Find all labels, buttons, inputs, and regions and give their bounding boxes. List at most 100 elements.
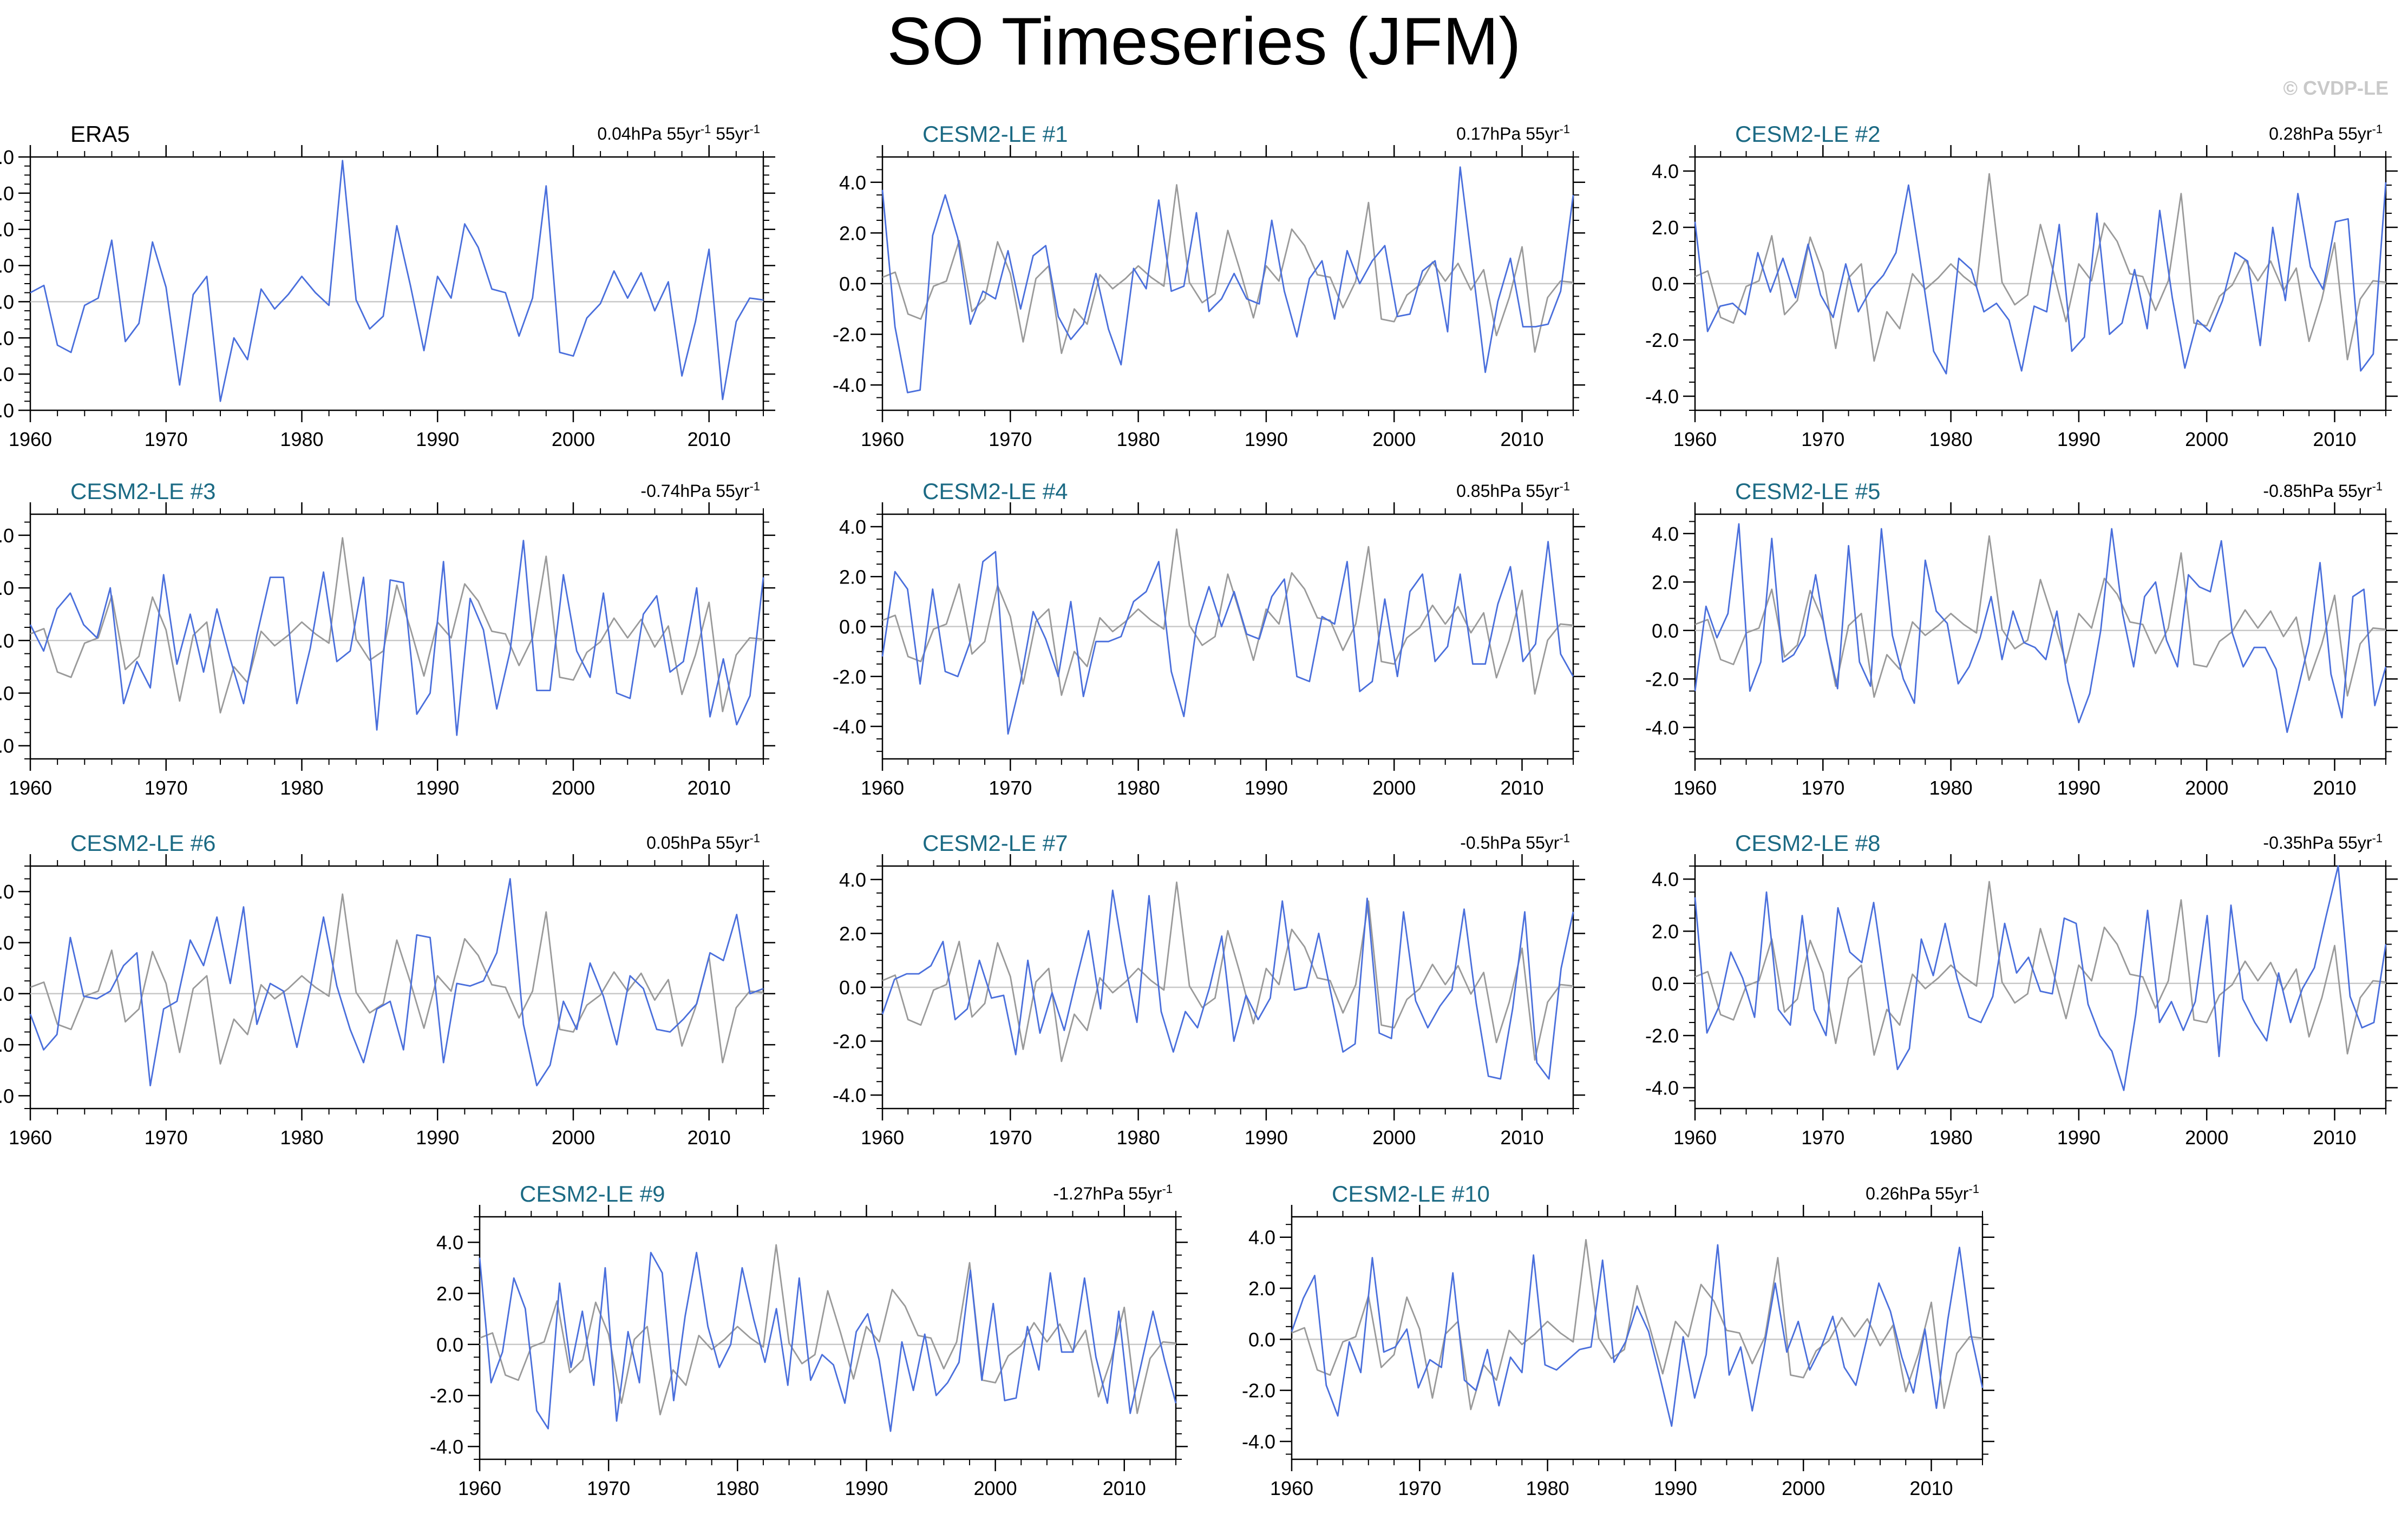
x-tick-label: 1970 [587,1477,630,1499]
x-tick-label: 1990 [416,428,459,450]
y-tick-label: 0.0 [1652,973,1679,995]
chart-panel-8: -4.0 -2.0 0.0 2.0 4.0 1960 1970 1980 1990 2000 201… [833,830,1585,1149]
x-tick-label: 1990 [416,1126,459,1149]
x-tick-label: 1970 [145,428,188,450]
y-tick-label: 0.0 [436,1334,463,1356]
y-tick-label: -2.0 [1645,668,1679,690]
series-line-era5 [30,160,764,402]
y-tick-label: 4.0 [1652,160,1679,182]
copyright-label: © CVDP-LE [2283,77,2389,99]
panel-title: CESM2-LE #2 [1735,121,1880,147]
x-tick-label: 1970 [1398,1477,1441,1499]
series-line-era5 [30,537,764,714]
series-line-era5 [30,893,764,1065]
trend-label: 0.04hPa 55yr-1 55yr-1 [597,122,760,143]
series-line-era5 [1694,881,2386,1056]
panel-title: CESM2-LE #6 [70,830,215,856]
y-tick-label: 2.0 [1652,920,1679,942]
trend-label: -0.85hPa 55yr-1 [2263,480,2383,501]
y-tick-label: 2.0 [839,922,866,945]
y-tick-label: -2.0 [0,682,14,704]
x-tick-label: 1970 [989,1126,1032,1149]
y-tick-label: 0.0 [839,273,866,295]
plot-frame [1291,1216,1984,1460]
chart-panel-6: -4.0 -2.0 0.0 2.0 4.0 1960 1970 1980 1990 2000 201… [1645,478,2398,799]
y-tick-label: -4.0 [0,1085,14,1107]
y-tick-label: -2.0 [833,666,866,688]
y-tick-label: 2.0 [839,222,866,244]
x-tick-label: 2000 [2185,1126,2228,1149]
series-line-era5 [882,881,1574,1063]
x-tick-label: 2010 [1909,1477,1953,1499]
x-tick-label: 1980 [1929,777,1973,799]
x-tick-label: 1960 [861,1126,904,1149]
y-tick-label: 4.0 [839,172,866,194]
y-tick-label: -2.0 [1645,329,1679,351]
x-tick-label: 1980 [1929,428,1973,450]
y-tick-label: -4.0 [1242,1431,1275,1453]
y-tick-label: 4.0 [0,525,14,547]
trend-label: -0.5hPa 55yr-1 [1460,831,1570,853]
x-tick-label: 1990 [1654,1477,1697,1499]
x-tick-label: 2000 [974,1477,1017,1499]
chart-panel-3: -4.0 -2.0 0.0 2.0 4.0 1960 1970 1980 1990 2000 201… [1645,121,2398,450]
trend-label: 0.26hPa 55yr-1 [1866,1182,1979,1203]
chart-panel-9: -4.0 -2.0 0.0 2.0 4.0 1960 1970 1980 1990 2000 201… [1645,830,2398,1149]
x-tick-label: 1970 [1801,777,1844,799]
series-line-era5 [1291,1238,1983,1411]
plot-frame [29,156,764,411]
y-tick-label: -4.0 [1645,717,1679,739]
series-line-member [29,540,764,736]
x-tick-label: 1990 [1245,428,1288,450]
x-tick-label: 1970 [145,1126,188,1149]
y-tick-label: -2.0 [1242,1380,1275,1402]
x-tick-label: 1980 [1117,1126,1160,1149]
y-tick-label: 0.0 [1652,620,1679,642]
x-tick-label: 2010 [688,1126,731,1149]
y-tick-label: 2.0 [0,577,14,599]
x-tick-label: 2010 [2313,1126,2356,1149]
x-tick-label: 1960 [458,1477,501,1499]
trend-label: 0.28hPa 55yr-1 [2269,122,2383,143]
x-tick-label: 1960 [1270,1477,1313,1499]
y-tick-label: 0.0 [839,616,866,638]
x-tick-label: 1980 [1929,1126,1973,1149]
y-tick-label: -3.0 [0,399,14,422]
x-tick-label: 1980 [280,1126,323,1149]
y-tick-label: 0.0 [0,630,14,652]
y-tick-label: 4.0 [0,881,14,903]
chart-panel-10: -4.0 -2.0 0.0 2.0 4.0 1960 1970 1980 1990 2000 201… [430,1181,1188,1499]
x-tick-label: 2010 [1500,777,1543,799]
y-tick-label: -2.0 [0,363,14,385]
series-line-era5 [882,184,1574,355]
y-tick-label: -4.0 [833,374,866,396]
y-tick-label: -2.0 [0,1034,14,1056]
y-tick-label: -4.0 [833,716,866,738]
x-tick-label: 1960 [1673,428,1717,450]
x-tick-label: 1990 [1245,1126,1288,1149]
panel-title: CESM2-LE #10 [1332,1181,1490,1207]
x-tick-label: 2010 [1103,1477,1146,1499]
chart-panel-2: -4.0 -2.0 0.0 2.0 4.0 1960 1970 1980 1990 2000 201… [833,121,1585,450]
y-tick-label: -4.0 [0,735,14,757]
y-tick-label: -4.0 [833,1084,866,1106]
x-tick-label: 1960 [9,1126,52,1149]
x-tick-label: 1980 [280,777,323,799]
y-tick-label: 4.0 [1248,1227,1275,1249]
chart-panel-7: -4.0 -2.0 0.0 2.0 4.0 1960 1970 1980 1990 2000 201… [0,830,775,1149]
x-tick-label: 1970 [989,777,1032,799]
series-line-member [479,1251,1177,1432]
x-tick-label: 1990 [2057,1126,2101,1149]
chart-panel-5: -4.0 -2.0 0.0 2.0 4.0 1960 1970 1980 1990 2000 201… [833,478,1585,799]
main-title: SO Timeseries (JFM) [887,4,1521,79]
y-tick-label: 0.0 [839,976,866,999]
trend-label: 0.85hPa 55yr-1 [1456,480,1570,501]
y-tick-label: 2.0 [1652,571,1679,593]
x-tick-label: 1960 [861,428,904,450]
panel-title: CESM2-LE #1 [922,121,1068,147]
x-tick-label: 1980 [1117,428,1160,450]
x-tick-label: 1960 [1673,1126,1717,1149]
y-tick-label: 2.0 [0,932,14,954]
plot-frame [1694,865,2387,1110]
x-tick-label: 1980 [1526,1477,1569,1499]
